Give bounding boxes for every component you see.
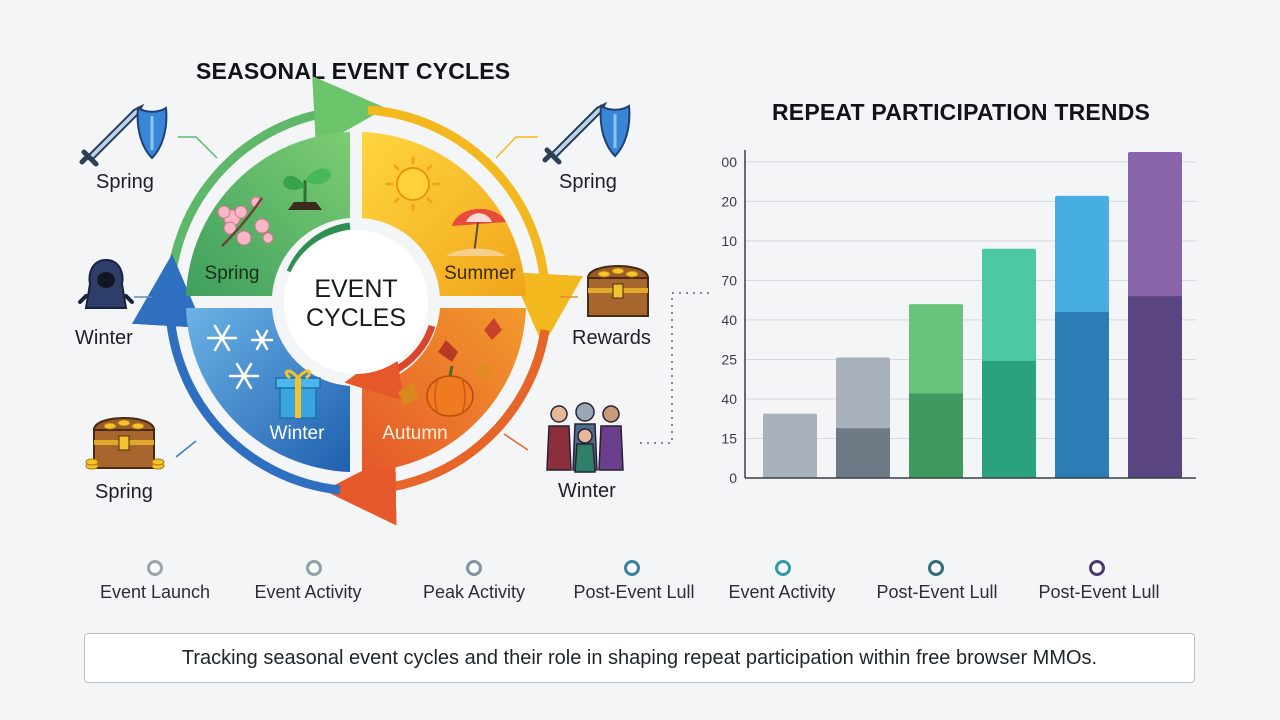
segment-label-winter: Winter [270,423,326,444]
bar-lower [909,393,963,478]
gift-box-icon [275,369,321,419]
timeline-label: Post-Event Lull [573,582,695,602]
bar-lower [1128,296,1182,478]
chart-title: REPEAT PARTICIPATION TRENDS [772,99,1151,125]
y-tick-label: 00 [721,154,737,170]
timeline-dot [466,560,482,576]
sword-shield-icon [79,103,168,167]
caption-box: Tracking seasonal event cycles and their… [84,633,1195,683]
chart-y-ticks: 0 15 40 25 40 70 10 20 00 [721,154,737,486]
outer-label-top-left: Spring [96,171,154,193]
connector-bottom-right [503,433,529,451]
participation-chart: 0 15 40 25 40 70 10 20 00 [721,150,1196,486]
y-tick-label: 20 [721,193,737,209]
snowflake-gift-icon [206,324,274,390]
seedling-blossom-icon [217,168,331,247]
timeline-label: Event Activity [254,582,362,602]
timeline-points [147,560,1105,576]
y-tick-label: 40 [721,391,737,407]
timeline-label: Post-Event Lull [1038,582,1160,602]
y-tick-label: 40 [721,312,737,328]
outer-arrow-autumn [324,329,550,526]
timeline-dot [624,560,640,576]
center-label-line1: EVENT [314,275,397,303]
timeline-dot [775,560,791,576]
treasure-chest-icon [586,265,650,317]
treasure-chest-icon [85,417,165,470]
inner-arrow-spring [286,222,351,274]
bar-upper [763,413,817,478]
sword-shield-icon [542,101,631,165]
timeline-dot [928,560,944,576]
timeline-dot [1089,560,1105,576]
chart-grid [745,161,1196,439]
sun-umbrella-icon [385,156,506,256]
outer-label-top-right: Spring [559,171,617,193]
bar-lower [982,361,1036,478]
hooded-figure-icon [78,258,134,309]
outer-label-bottom-right: Winter [558,480,616,502]
timeline-dot [147,560,163,576]
y-tick-label: 25 [721,351,737,367]
bar-lower [836,428,890,478]
y-tick-label: 10 [721,233,737,249]
center-label-line2: CYCLES [306,304,406,332]
y-tick-label: 15 [721,430,737,446]
timeline-label: Post-Event Lull [876,582,998,602]
timeline-dot [306,560,322,576]
connector-top-right [495,136,538,159]
outer-label-bottom-left: Spring [95,481,153,503]
y-tick-label: 70 [721,272,737,288]
outer-label-mid-left: Winter [75,327,133,349]
party-group-icon [546,402,624,473]
connector-bottom-left [175,440,197,458]
segment-label-spring: Spring [205,263,260,284]
dotted-link [640,292,712,444]
cycle-center [284,230,428,374]
y-tick-label: 0 [729,470,737,486]
timeline-label: Event Launch [99,582,211,602]
outer-arrow-winter [131,254,341,495]
outer-arrow-summer [367,105,583,346]
cycle-diagram: EVENT CYCLES Spring [131,75,712,526]
caption-text: Tracking seasonal event cycles and their… [181,646,1098,669]
connector-top-left [178,136,218,159]
segment-label-summer: Summer [444,263,516,284]
bar-lower [1055,312,1109,478]
leaves-pumpkin-icon [398,318,502,417]
outer-label-mid-right: Rewards [572,327,651,349]
chart-bars [763,151,1182,479]
timeline-label: Peak Activity [422,582,526,602]
segment-label-autumn: Autumn [382,423,447,444]
inner-arrow-autumn [344,324,436,402]
timeline-label: Event Activity [728,582,836,602]
segment-spring [186,132,350,296]
